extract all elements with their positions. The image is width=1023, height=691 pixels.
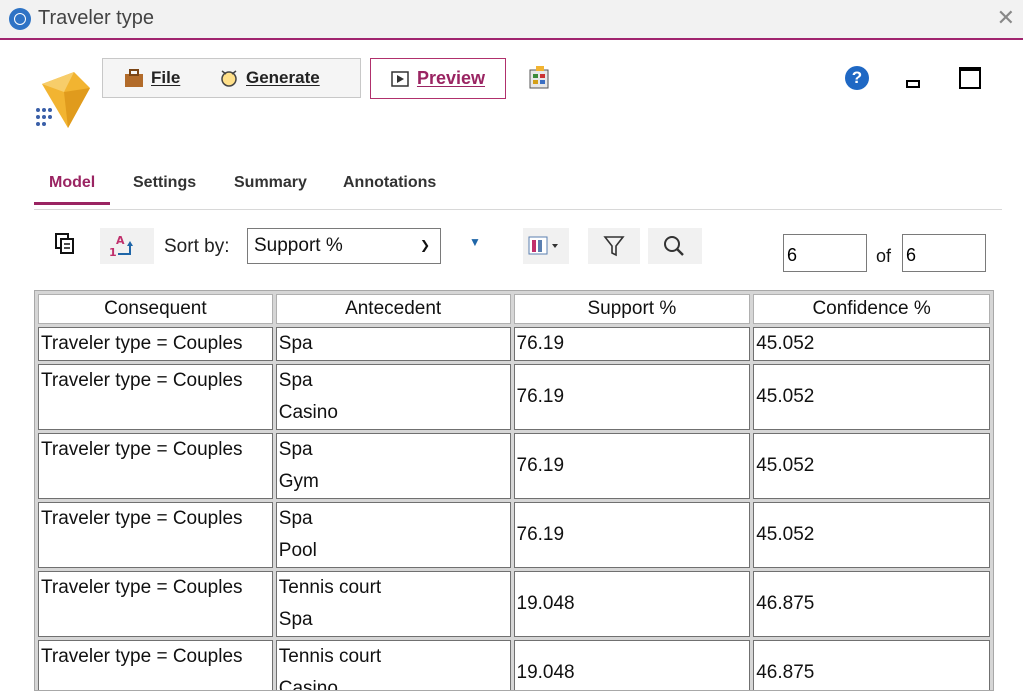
antecedent-item: Spa (278, 439, 313, 460)
generate-label: Generate (246, 68, 320, 87)
file-generate-group: File Generate (102, 58, 361, 98)
tab-model[interactable]: Model (34, 174, 111, 205)
column-header-consequent[interactable]: Consequent (38, 294, 273, 324)
antecedent-item: Spa (278, 333, 313, 354)
sort-direction-icon[interactable]: ▼ (469, 235, 481, 249)
consequent-cell[interactable]: Traveler type = Couples (38, 571, 273, 637)
table-row[interactable]: Traveler type = Couples Spa 76.19 45.052 (38, 327, 990, 361)
support-cell[interactable]: 76.19 (513, 502, 751, 568)
consequent-cell[interactable]: Traveler type = Couples (38, 364, 273, 430)
svg-text:1: 1 (109, 246, 117, 259)
antecedent-item: Tennis court (278, 646, 382, 667)
tab-summary[interactable]: Summary (234, 174, 307, 191)
sort-by-select[interactable]: Support % ❯ (247, 228, 441, 264)
antecedent-item: Casino (278, 402, 338, 423)
table-row[interactable]: Traveler type = Couples Spa Casino 76.19… (38, 364, 990, 430)
table-row[interactable]: Traveler type = Couples Spa Pool 76.19 4… (38, 502, 990, 568)
column-header-antecedent[interactable]: Antecedent (275, 294, 511, 324)
antecedent-item: Casino (278, 678, 338, 691)
consequent-cell[interactable]: Traveler type = Couples (38, 640, 273, 690)
confidence-cell[interactable]: 46.875 (753, 571, 990, 637)
antecedent-cell[interactable]: Spa (275, 327, 511, 361)
antecedent-cell[interactable]: Tennis court Casino (275, 640, 511, 691)
table-row[interactable]: Traveler type = Couples Tennis court Spa… (38, 571, 990, 637)
copy-icon[interactable] (55, 233, 75, 255)
antecedent-item: Spa (278, 370, 313, 391)
table-output-icon[interactable] (528, 66, 552, 90)
antecedent-cell[interactable]: Spa Gym (275, 433, 511, 499)
window-title: Traveler type (38, 7, 154, 29)
generate-menu-button[interactable]: Generate (218, 59, 320, 97)
play-icon (391, 70, 409, 87)
preview-label: Preview (416, 68, 486, 88)
sort-order-icon[interactable]: A 1 (100, 228, 154, 264)
consequent-cell[interactable]: Traveler type = Couples (38, 502, 273, 568)
generate-icon (221, 70, 237, 87)
confidence-cell[interactable]: 46.875 (753, 640, 990, 690)
app-globe-icon (9, 8, 31, 30)
minimize-icon[interactable] (906, 80, 920, 88)
support-cell[interactable]: 19.048 (513, 571, 751, 637)
column-header-support[interactable]: Support % (513, 294, 751, 324)
file-menu-button[interactable]: File (123, 59, 180, 97)
table-row[interactable]: Traveler type = Couples Tennis court Cas… (38, 640, 990, 691)
sort-by-value: Support % (254, 235, 343, 256)
antecedent-item: Tennis court (278, 577, 382, 598)
page-total-field: 6 (902, 234, 986, 272)
close-icon[interactable]: ✕ (996, 5, 1015, 30)
columns-icon[interactable] (523, 228, 569, 264)
confidence-cell[interactable]: 45.052 (753, 327, 990, 361)
antecedent-item: Spa (278, 508, 313, 529)
consequent-cell[interactable]: Traveler type = Couples (38, 327, 273, 361)
rules-table: Consequent Antecedent Support % Confiden… (34, 290, 994, 691)
antecedent-item: Spa (278, 609, 313, 630)
consequent-cell[interactable]: Traveler type = Couples (38, 433, 273, 499)
column-header-confidence[interactable]: Confidence % (753, 294, 990, 324)
filter-icon[interactable] (588, 228, 640, 264)
support-cell[interactable]: 76.19 (513, 433, 751, 499)
sort-by-label: Sort by: (164, 236, 230, 257)
confidence-cell[interactable]: 45.052 (753, 502, 990, 568)
chevron-down-icon: ❯ (419, 238, 430, 252)
support-cell[interactable]: 76.19 (513, 364, 751, 430)
table-row[interactable]: Traveler type = Couples Spa Gym 76.19 45… (38, 433, 990, 499)
confidence-cell[interactable]: 45.052 (753, 433, 990, 499)
tab-bar: Model Settings Summary Annotations (34, 170, 1002, 210)
svg-text:A: A (116, 234, 125, 247)
search-icon[interactable] (648, 228, 702, 264)
confidence-cell[interactable]: 45.052 (753, 364, 990, 430)
tab-annotations[interactable]: Annotations (343, 174, 437, 191)
antecedent-cell[interactable]: Tennis court Spa (275, 571, 511, 637)
page-current-input[interactable]: 6 (783, 234, 867, 272)
bag-icon (125, 69, 143, 87)
preview-button[interactable]: Preview (370, 58, 506, 99)
support-cell[interactable]: 76.19 (513, 327, 751, 361)
support-cell[interactable]: 19.048 (513, 640, 751, 690)
tab-settings[interactable]: Settings (133, 174, 197, 191)
maximize-icon[interactable] (959, 67, 981, 89)
title-bar: Traveler type ✕ (0, 0, 1023, 40)
antecedent-cell[interactable]: Spa Casino (275, 364, 511, 430)
of-label: of (876, 246, 892, 266)
antecedent-item: Pool (278, 540, 317, 561)
file-label: File (151, 68, 181, 87)
help-icon[interactable]: ? (845, 66, 869, 90)
antecedent-item: Gym (278, 471, 319, 492)
model-nugget-icon (36, 72, 90, 128)
antecedent-cell[interactable]: Spa Pool (275, 502, 511, 568)
